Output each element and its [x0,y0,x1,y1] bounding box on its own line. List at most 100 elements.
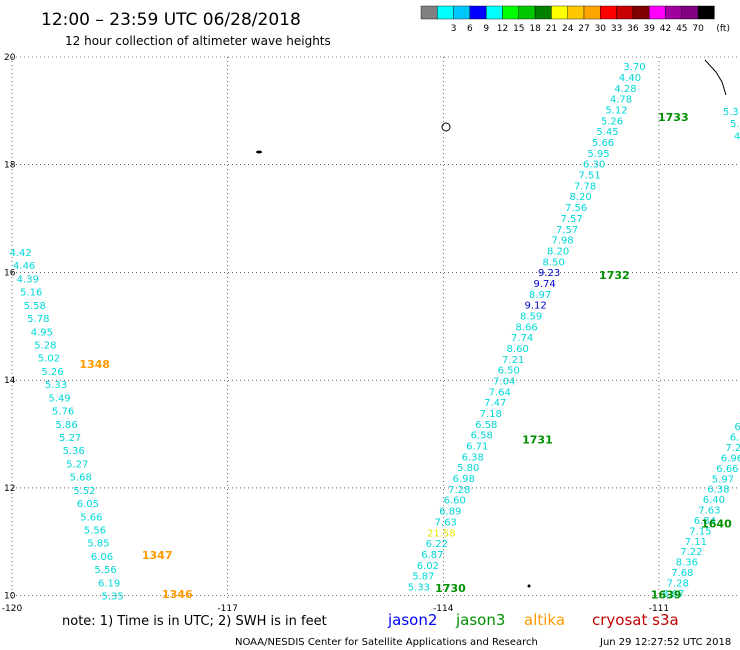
legend-swatch [486,5,503,20]
wave-height-value: 7.18 [480,409,502,420]
wave-height-value: 5.26 [41,367,63,378]
pass-time-label: 1733 [658,111,689,124]
legend-swatch [551,5,568,20]
legend-label: 33 [611,24,622,34]
wave-height-value: 9.74 [534,279,556,290]
pass-time-label: 1348 [79,358,110,371]
wave-height-value: 5.78 [27,314,49,325]
y-tick-label: 10 [4,592,16,602]
wave-height-value: 4.62 [734,131,740,142]
wave-height-value: 5.27 [66,459,88,470]
wave-height-value: 8.60 [507,344,529,355]
legend-label: 9 [483,24,489,34]
legend-label: 70 [692,24,704,34]
page-title: 12:00 – 23:59 UTC 06/28/2018 [41,10,301,30]
wave-height-value: 6.38 [462,452,484,463]
wave-height-value: 7.11 [685,537,707,548]
legend-swatch [534,5,552,20]
x-tick-label: -111 [649,604,669,614]
wave-height-value: 6.30 [583,160,605,171]
wave-height-value: 7.63 [435,517,457,528]
x-tick-label: -117 [217,604,237,614]
wave-height-value: 5.86 [55,420,77,431]
footer: note: 1) Time is in UTC; 2) SWH is in fe… [62,611,731,648]
wave-height-value: 5.33 [408,582,430,593]
wave-height-value: 9.12 [525,301,547,312]
pass-time-label: 1731 [522,433,553,446]
wave-height-value: 4.40 [619,73,641,84]
wave-height-value: 8.50 [542,257,564,268]
page-subtitle: 12 hour collection of altimeter wave hei… [65,34,331,48]
legend-swatch [583,5,601,20]
y-tick-label: 16 [4,268,16,278]
x-tick-label: -114 [433,604,454,614]
footer-timestamp: Jun 29 12:27:52 UTC 2018 [599,637,731,648]
wave-height-value: 9.23 [538,268,560,279]
wave-height-value: 7.28 [448,485,470,496]
wave-height-value: 5.33 [45,380,67,391]
wave-height-value: 8.36 [676,558,698,569]
wave-height-value: 5.80 [457,463,479,474]
legend-swatch [518,5,536,20]
wave-height-value: 6.56 [734,422,740,433]
wave-height-value: 3.70 [623,62,645,73]
wave-height-value: 5.45 [596,127,618,138]
legend-label: 15 [513,24,524,34]
wave-height-value: 5.85 [87,539,109,550]
wave-height-value: 7.56 [565,203,587,214]
y-tick-label: 14 [4,376,16,386]
wave-height-value: 4.28 [614,84,636,95]
y-tick-label: 18 [4,161,16,171]
wave-height-value: 6.05 [77,499,99,510]
wave-height-value: 6.02 [417,561,439,572]
wave-height-value: 6.66 [716,464,738,475]
x-tick-label: -120 [2,604,23,614]
wave-height-value: 5.68 [70,473,92,484]
legend-swatch [632,5,650,20]
satellite-name: jason2 [387,611,437,629]
legend-swatch [567,5,585,20]
pass-time-label: 1639 [651,589,682,602]
legend-label: 30 [595,24,607,34]
wave-height-value: 6.98 [453,474,475,485]
pass-time-label: 1347 [142,549,173,562]
wave-height-value: 7.47 [484,398,506,409]
wave-height-value: 8.07 [662,589,684,600]
wave-height-value: 4.95 [31,327,53,338]
wave-height-value: 5.49 [48,393,70,404]
wave-height-value: 5.52 [73,486,95,497]
pass-time-label: 1732 [599,269,630,282]
pass-time-label: 1346 [162,588,193,601]
wave-height-value: 5.87 [412,572,434,583]
legend-label: 42 [660,24,671,34]
legend-label: 45 [676,24,687,34]
pass-time-label: 1640 [701,517,732,530]
legend-label: 39 [643,24,655,34]
wave-height-value: 7.78 [574,181,596,192]
legend-swatch [649,5,666,20]
wave-height-value: 5.66 [80,512,102,523]
wave-height-value: 8.20 [547,246,569,257]
wave-height-value: 5.66 [592,138,614,149]
wave-height-value: 6.87 [421,550,443,561]
wave-height-value: 7.64 [489,387,511,398]
legend-label: 36 [627,24,639,34]
wave-height-value: 5.16 [20,288,42,299]
legend-swatch [697,5,715,20]
legend-swatch [600,5,617,20]
wave-height-value: 4.78 [610,95,632,106]
footer-note: note: 1) Time is in UTC; 2) SWH is in fe… [62,614,327,629]
wave-height-value: 7.98 [551,236,573,247]
wave-height-value: 7.63 [698,506,720,517]
wave-height-value: 7.28 [667,578,689,589]
data-marks: 4.42 4.46 4.39 5.16 5.58 5.78 4.95 5.28 5.02 5.26… [9,62,740,602]
wave-height-value: 5.36 [63,446,85,457]
wave-height-value: 7.04 [493,377,515,388]
wave-height-value: 5.95 [587,149,609,160]
satellite-name: cryosat s3a [592,611,679,629]
wave-height-value: 5.56 [94,565,116,576]
wave-height-value: 7.74 [511,333,533,344]
satellite-name: jason3 [455,611,505,629]
wave-height-value: 5.1 [730,119,740,130]
wave-height-value: 5.12 [605,106,627,117]
